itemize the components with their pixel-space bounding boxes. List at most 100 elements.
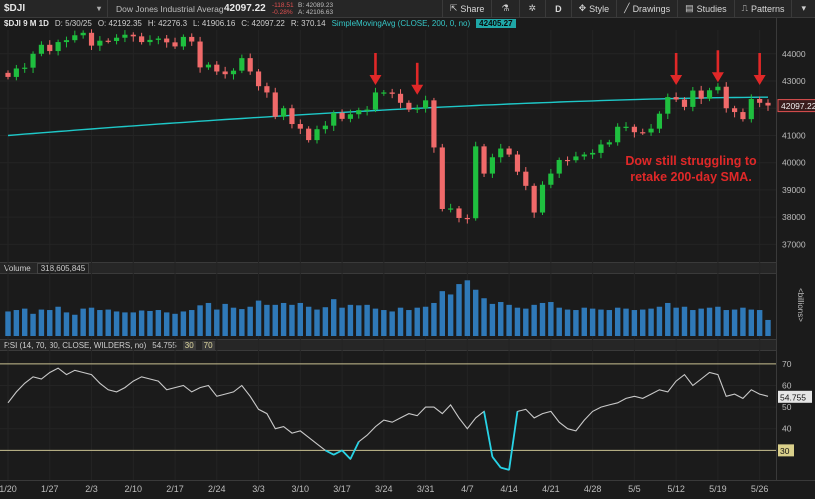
chevron-down-icon: ▾: [96, 4, 101, 13]
x-tick-label: 5/19: [709, 484, 727, 494]
candle-body: [147, 39, 153, 43]
volume-bar: [289, 304, 295, 336]
style-button[interactable]: ✥ Style: [570, 0, 617, 18]
interval-button[interactable]: D: [545, 0, 571, 18]
price-tick-label: 41000: [782, 130, 806, 140]
sma-200-line: [7, 96, 768, 137]
volume-bar: [105, 309, 111, 336]
settings-button[interactable]: ✲: [518, 0, 546, 18]
volume-bar: [189, 310, 195, 336]
bid-ask: B: 42089.23 A: 42106.63: [298, 2, 352, 16]
volume-bar: [147, 310, 153, 336]
candle-body: [481, 146, 487, 174]
volume-bar: [514, 307, 521, 336]
candle-body: [631, 126, 637, 133]
top-toolbar: $DJI ▾ Dow Jones Industrial Average 4209…: [0, 0, 815, 18]
volume-bar: [331, 299, 337, 336]
candle-body: [757, 98, 763, 103]
rsi-tick-label: 60: [782, 380, 792, 390]
candle-body: [397, 93, 404, 103]
price-tick-label: 43000: [782, 76, 806, 86]
bid-price: B: 42089.23: [298, 1, 334, 9]
candle-body: [322, 125, 328, 130]
last-price-tag-label: 42097.22: [781, 101, 815, 111]
volume-bar: [447, 294, 454, 336]
pct-change: -0.28%: [272, 8, 293, 16]
volume-label[interactable]: Volume: [4, 263, 31, 273]
volume-bar: [648, 308, 654, 336]
candle-body: [13, 68, 19, 77]
studies-button[interactable]: ▤ Studies: [677, 0, 734, 18]
candle-body: [239, 58, 245, 71]
rsi-oversold-segment: [491, 456, 502, 469]
candle-body: [197, 41, 203, 68]
chart-timeframe[interactable]: $DJI 9 M 1D: [4, 19, 49, 28]
volume-bar: [464, 280, 471, 336]
rsi-oversold-segment: [508, 411, 519, 470]
arrow-down-icon-head: [670, 75, 683, 86]
x-tick-label: 4/14: [500, 484, 518, 494]
x-tick-label: 3/3: [252, 484, 265, 494]
candle-body: [422, 100, 429, 109]
candle-body: [214, 64, 220, 72]
candle-body: [464, 217, 470, 220]
volume-bar: [631, 310, 638, 336]
volume-unit-label: <billions>: [796, 288, 805, 322]
volume-bar: [640, 309, 646, 336]
candle-body: [498, 148, 504, 158]
sma-study-value: 42405.27: [476, 19, 516, 28]
rsi-label[interactable]: RSI (14, 70, 30, CLOSE, WILDERS, no): [4, 340, 147, 350]
more-button[interactable]: ▾: [791, 0, 815, 18]
volume-bar: [765, 319, 771, 336]
volume-bar: [456, 284, 462, 336]
last-price: 42097.22: [224, 3, 266, 14]
candle-body: [564, 159, 571, 162]
price-tick-label: 39000: [782, 185, 806, 195]
x-tick-label: 2/17: [166, 484, 184, 494]
x-tick-label: 5/12: [667, 484, 685, 494]
candle-body: [130, 34, 136, 37]
volume-bar: [197, 305, 203, 336]
x-tick-label: 2/10: [125, 484, 143, 494]
symbol-selector[interactable]: $DJI ▾: [0, 0, 108, 18]
volume-bar: [506, 304, 512, 336]
candle-body: [113, 37, 120, 41]
x-tick-label: 3/31: [417, 484, 435, 494]
candle-body: [448, 208, 454, 210]
candle-body: [97, 40, 103, 46]
candle-body: [38, 44, 44, 54]
volume-bar: [205, 302, 212, 336]
price-tick-label: 44000: [782, 49, 806, 59]
ohlc-low: L: 41906.16: [193, 19, 236, 28]
volume-bar: [531, 304, 537, 336]
candle-body: [406, 102, 412, 110]
candle-body: [648, 128, 654, 133]
candle-body: [247, 58, 253, 72]
candle-body: [22, 67, 28, 69]
x-tick-label: 4/28: [584, 484, 602, 494]
candle-body: [5, 72, 11, 77]
volume-bar: [55, 306, 61, 336]
volume-bar: [539, 302, 546, 336]
ohlc-high: H: 42276.3: [147, 19, 188, 28]
share-button[interactable]: ⇱ Share: [441, 0, 492, 18]
volume-bar: [472, 289, 479, 336]
drawings-button[interactable]: ╱ Drawings: [616, 0, 677, 18]
x-tick-label: 3/10: [292, 484, 310, 494]
candle-body: [556, 159, 562, 174]
annotation-line-1: Dow still struggling to: [625, 154, 757, 168]
candle-body: [356, 110, 362, 115]
rsi-tick-label: 50: [782, 402, 792, 412]
candle-body: [673, 97, 679, 100]
volume-bar: [230, 307, 237, 336]
candle-body: [489, 157, 495, 174]
sma-study-label[interactable]: SimpleMovingAvg (CLOSE, 200, 0, no): [331, 19, 471, 28]
volume-bar: [138, 310, 145, 336]
candle-body: [640, 132, 646, 134]
patterns-button[interactable]: ⎍ Patterns: [733, 0, 792, 18]
symbol-label: $DJI: [4, 3, 26, 14]
volume-bar: [706, 307, 713, 336]
flask-button[interactable]: ⚗: [491, 0, 518, 18]
candle-body: [598, 144, 604, 153]
candle-body: [306, 128, 312, 141]
